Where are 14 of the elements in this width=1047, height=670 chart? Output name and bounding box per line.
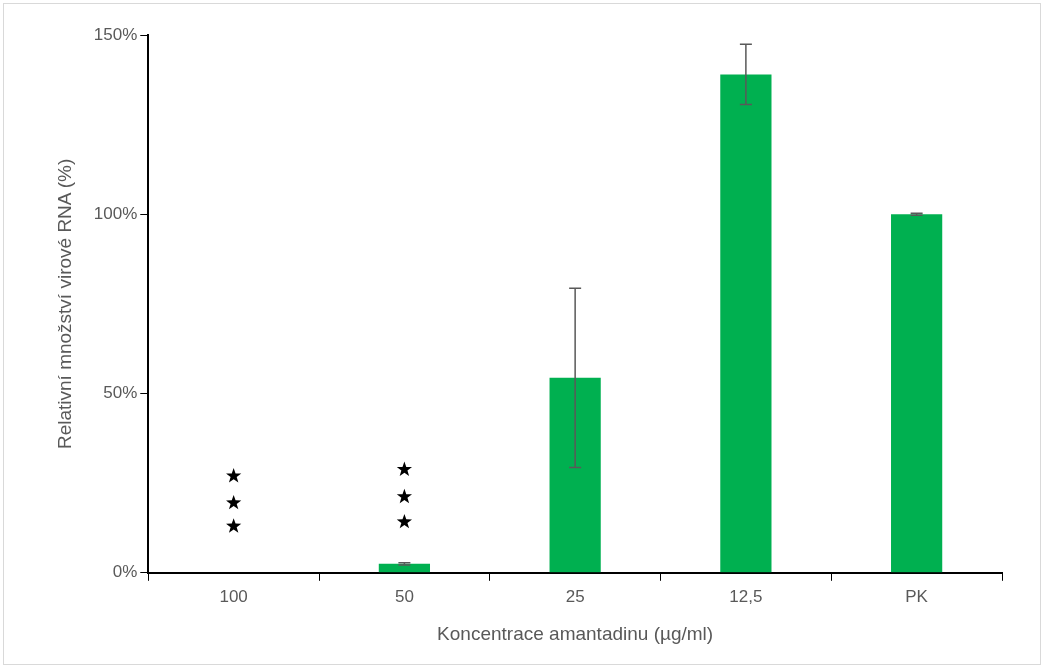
y-tick-label: 50% (103, 383, 138, 403)
x-tick-label: 25 (565, 586, 585, 606)
y-tick-label: 0% (112, 562, 138, 582)
bar (720, 74, 772, 573)
bar (891, 214, 943, 573)
x-axis-title: Koncentrace amantadinu (µg/ml) (437, 622, 714, 644)
x-tick-label: 100 (219, 586, 248, 606)
x-tick-label: PK (905, 586, 929, 606)
x-tick-label: 12,5 (729, 586, 763, 606)
bar (549, 377, 601, 573)
x-tick-label: 50 (394, 586, 414, 606)
y-tick-label: 100% (93, 203, 138, 223)
y-axis-title: Relativní množství virové RNA (%) (53, 158, 75, 450)
y-tick-label: 150% (93, 24, 138, 44)
